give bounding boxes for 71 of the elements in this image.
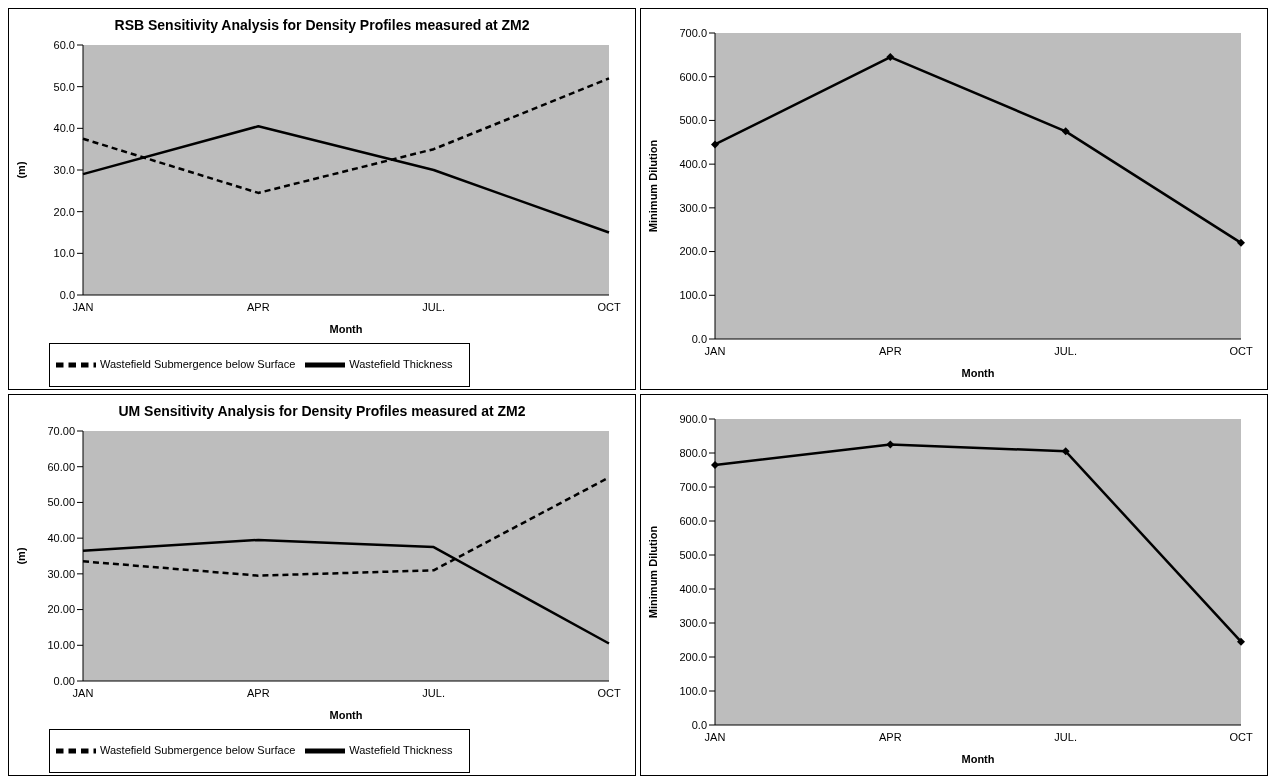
y-tick-label: 900.0: [679, 412, 707, 425]
chart-title: UM Sensitivity Analysis for Density Profiles measured at ZM2: [117, 402, 527, 421]
y-tick-label: 20.00: [47, 603, 75, 616]
x-tick-label: JUL.: [422, 686, 445, 699]
legend-label: Wastefield Submergence below Surface: [100, 743, 296, 756]
y-axis-title: (m): [14, 161, 27, 179]
x-tick-label: JUL.: [1054, 730, 1077, 743]
x-tick-label: JAN: [704, 344, 726, 357]
x-axis-title: Month: [961, 753, 995, 765]
point: [711, 140, 719, 149]
point: [1061, 447, 1070, 456]
x-tick-label: OCT: [1229, 344, 1253, 357]
point: [711, 460, 719, 469]
y-tick-label: 400.0: [679, 158, 707, 171]
y-tick-label: 60.0: [53, 38, 75, 51]
legend-label: Wastefield Submergence below Surface: [100, 357, 296, 370]
y-tick-label: 200.0: [679, 650, 707, 663]
point: [1237, 238, 1245, 247]
y-tick-label: 50.0: [53, 80, 75, 93]
y-tick-label: 100.0: [679, 684, 707, 697]
y-tick-label: 500.0: [679, 114, 707, 127]
point: [1061, 127, 1070, 136]
y-tick-label: 300.0: [679, 616, 707, 629]
y-tick-label: 70.00: [47, 424, 75, 437]
chart-title: RSB Sensitivity Analysis for Density Profiles measured at ZM2: [113, 16, 531, 35]
y-tick-label: 20.0: [53, 205, 75, 218]
x-tick-label: JAN: [72, 686, 94, 699]
y-tick-label: 200.0: [679, 245, 707, 258]
x-tick-label: JAN: [72, 300, 94, 313]
point: [886, 440, 895, 449]
y-tick-label: 300.0: [679, 201, 707, 214]
y-tick-label: 0.0: [59, 288, 75, 301]
y-tick-label: 800.0: [679, 446, 707, 459]
y-tick-label: 0.0: [691, 332, 707, 345]
y-tick-label: 50.00: [47, 496, 75, 509]
y-tick-label: 30.0: [53, 163, 75, 176]
y-tick-label: 500.0: [679, 548, 707, 561]
x-tick-label: OCT: [597, 686, 621, 699]
x-tick-label: APR: [879, 344, 902, 357]
x-tick-label: APR: [247, 300, 270, 313]
x-tick-label: JUL.: [422, 300, 445, 313]
y-tick-label: 10.00: [47, 639, 75, 652]
x-tick-label: APR: [879, 730, 902, 743]
y-axis-title: (m): [14, 547, 27, 565]
y-tick-label: 700.0: [679, 480, 707, 493]
y-tick-label: 10.0: [53, 247, 75, 260]
y-tick-label: 400.0: [679, 582, 707, 595]
y-axis-title: Minimum Dilution: [646, 139, 659, 233]
x-axis-title: Month: [961, 367, 995, 379]
x-tick-label: OCT: [1229, 730, 1253, 743]
y-tick-label: 40.00: [47, 532, 75, 545]
x-axis-title: Month: [329, 323, 363, 335]
x-tick-label: OCT: [597, 300, 621, 313]
y-axis-title: Minimum Dilution: [646, 525, 659, 619]
legend-label: Wastefield Thickness: [349, 743, 453, 756]
x-tick-label: JUL.: [1054, 344, 1077, 357]
y-tick-label: 0.0: [691, 718, 707, 731]
y-tick-label: 100.0: [679, 289, 707, 302]
y-tick-label: 600.0: [679, 70, 707, 83]
y-tick-label: 30.00: [47, 567, 75, 580]
legend-label: Wastefield Thickness: [349, 357, 453, 370]
point: [1237, 637, 1245, 646]
y-tick-label: 700.0: [679, 26, 707, 39]
y-tick-label: 40.0: [53, 122, 75, 135]
y-tick-label: 60.00: [47, 460, 75, 473]
x-axis-title: Month: [329, 709, 363, 721]
point: [886, 53, 895, 62]
y-tick-label: 0.00: [53, 674, 75, 687]
y-tick-label: 600.0: [679, 514, 707, 527]
x-tick-label: APR: [247, 686, 270, 699]
x-tick-label: JAN: [704, 730, 726, 743]
